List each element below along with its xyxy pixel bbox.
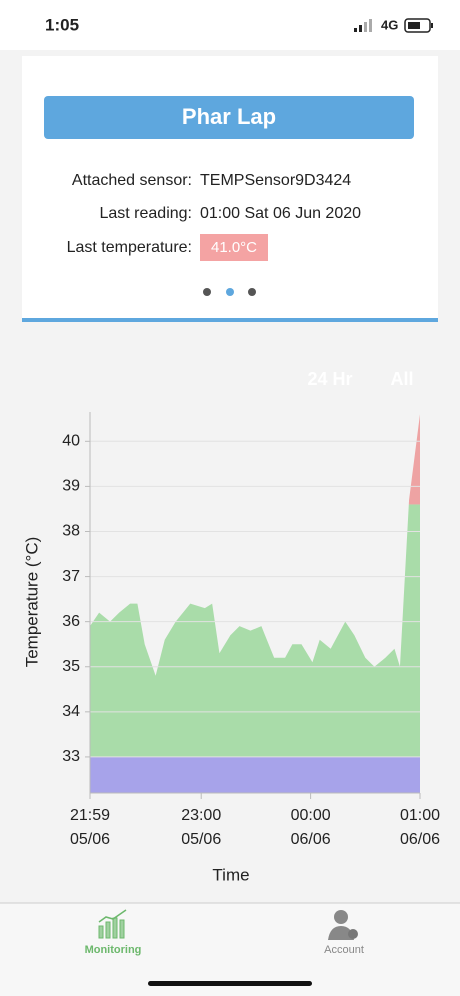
row-value: 41.0°C: [211, 239, 257, 256]
band: [90, 756, 420, 793]
y-tick-label: 39: [62, 478, 80, 495]
y-tick-label: 38: [62, 523, 80, 540]
tab-label[interactable]: Account: [324, 944, 364, 956]
x-tick-label: 01:00: [400, 807, 440, 824]
x-tick-label: 23:00: [181, 807, 221, 824]
temp-pill: [200, 234, 268, 261]
y-axis-label: Temperature (°C): [22, 537, 41, 668]
card-title: Phar Lap: [182, 104, 276, 129]
y-tick-label: 40: [62, 433, 80, 450]
monitoring-icon: [98, 909, 127, 939]
clock: 1:05: [45, 15, 79, 34]
network: 4G: [381, 17, 398, 32]
band: [90, 414, 420, 505]
band: [90, 504, 420, 757]
range-button[interactable]: All: [390, 369, 413, 389]
x-tick-label: 06/06: [400, 831, 440, 848]
y-tick-label: 34: [62, 703, 80, 720]
row-value: TEMPSensor9D3424: [200, 172, 351, 189]
signal-icon: [354, 19, 372, 32]
card-border: [22, 318, 438, 322]
area-fill: [90, 414, 420, 793]
home-indicator: [148, 981, 312, 986]
y-tick-label: 33: [62, 748, 80, 765]
y-tick-label: 36: [62, 613, 80, 630]
x-tick-label: 06/06: [291, 831, 331, 848]
page-dot[interactable]: [248, 288, 256, 296]
page-dot[interactable]: [203, 288, 211, 296]
account-icon: [328, 910, 358, 940]
tab-label[interactable]: Monitoring: [85, 944, 142, 956]
title-button[interactable]: [44, 96, 414, 139]
row-label: Last reading:: [99, 205, 192, 222]
battery-icon: [404, 18, 433, 33]
row-label: Last temperature:: [67, 239, 192, 256]
y-tick-label: 35: [62, 658, 80, 675]
status-bar: [0, 0, 460, 50]
tab-bar: [0, 903, 460, 996]
y-tick-label: 37: [62, 568, 80, 585]
x-axis-label: Time: [212, 865, 249, 884]
x-tick-label: 05/06: [181, 831, 221, 848]
row-label: Attached sensor:: [72, 172, 192, 189]
x-tick-label: 05/06: [70, 831, 110, 848]
range-button[interactable]: 24 Hr: [307, 369, 352, 389]
x-tick-label: 21:59: [70, 807, 110, 824]
row-value: 01:00 Sat 06 Jun 2020: [200, 205, 361, 222]
page-dot[interactable]: [226, 288, 234, 296]
x-tick-label: 00:00: [291, 807, 331, 824]
